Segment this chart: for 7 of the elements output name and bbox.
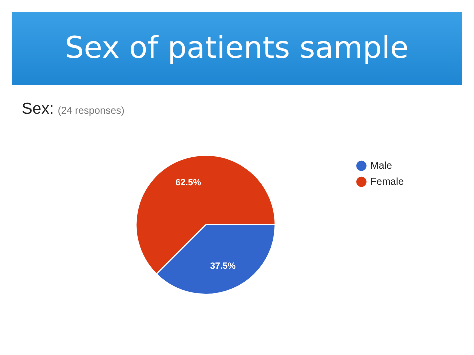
data-label: 37.5% [210,261,236,272]
text: (24 responses) [58,106,125,117]
legend-label: Female [370,176,404,188]
legend-label: Male [370,160,393,172]
chart-title: Sex of patients sample [12,12,462,85]
data-label: 62.5% [176,178,202,188]
chart-subtitle: Sex: [22,101,54,118]
